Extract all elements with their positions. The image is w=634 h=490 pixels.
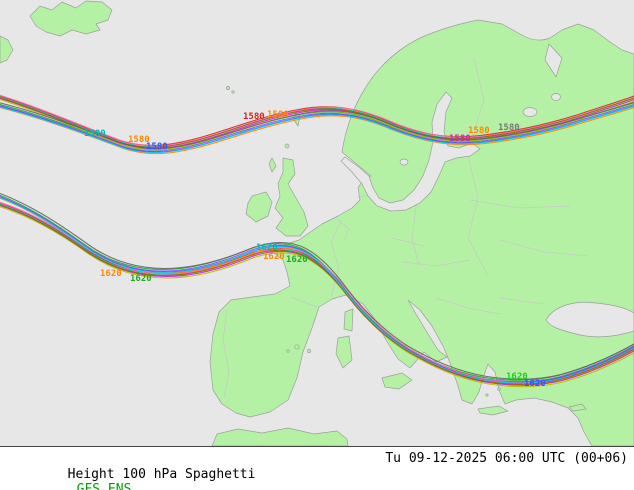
landmasses	[0, 0, 634, 446]
valid-datetime: Tu 09-12-2025 06:00 UTC (00+06)	[385, 451, 628, 466]
contour-label: 1580	[146, 142, 168, 152]
landmass-iceland	[29, 0, 113, 37]
contour-label: 1620	[130, 274, 152, 284]
faroe-islands	[226, 86, 230, 90]
contour-label: 1620	[506, 372, 528, 382]
black-sea	[545, 301, 634, 338]
faroe-islands-2	[231, 90, 235, 94]
contour-label: 1580	[267, 110, 289, 120]
footer-row-1: Height 100 hPa Spaghetti GFS ENS Tu 09-1…	[5, 451, 628, 490]
contour-label: 1620	[256, 243, 278, 253]
contour-label: 1580	[449, 134, 471, 144]
baltic-sea	[340, 91, 481, 212]
landmass-mainland	[209, 19, 634, 446]
contour-label: 1580	[498, 123, 520, 133]
country-borders	[222, 57, 589, 399]
landmass-ireland	[245, 191, 273, 223]
contour-label: 1620	[524, 379, 546, 389]
aegean-island-4	[485, 393, 489, 397]
landmass-sardinia	[335, 335, 353, 369]
landmass-great-britain	[274, 157, 309, 237]
contour-label: 1580	[243, 112, 265, 122]
balearic-islands-2	[307, 349, 311, 353]
contour-label: 1580	[128, 135, 150, 145]
balearic-islands	[294, 344, 300, 350]
contour-label: 1620	[263, 252, 285, 262]
footer-title-group: Height 100 hPa Spaghetti GFS ENS	[5, 451, 256, 490]
contour-label: 1580	[468, 126, 490, 136]
footer: Height 100 hPa Spaghetti GFS ENS Tu 09-1…	[0, 446, 634, 490]
product-title: Height 100 hPa Spaghetti	[67, 466, 256, 482]
lake-vanern	[399, 158, 409, 166]
aegean-island-2	[497, 387, 501, 391]
lake-ladoga	[522, 107, 538, 117]
contour-label: 1620	[100, 269, 122, 279]
sea-overlays	[340, 43, 634, 338]
landmass-crete	[477, 405, 509, 416]
balearic-islands-3	[286, 349, 290, 353]
lake-onega	[551, 93, 561, 101]
landmass-greenland-edge	[0, 35, 14, 64]
landmass-cyprus	[568, 403, 587, 412]
contour-label: 1580	[84, 129, 106, 139]
landmass-north-africa	[211, 427, 349, 446]
landmass-sicily	[381, 372, 413, 390]
hebrides	[268, 157, 277, 173]
contour-label: 1620	[286, 255, 308, 265]
white-sea	[544, 43, 563, 78]
model-name: GFS ENS	[76, 482, 132, 490]
landmass-corsica	[343, 308, 354, 332]
orkney-islands	[284, 143, 290, 149]
